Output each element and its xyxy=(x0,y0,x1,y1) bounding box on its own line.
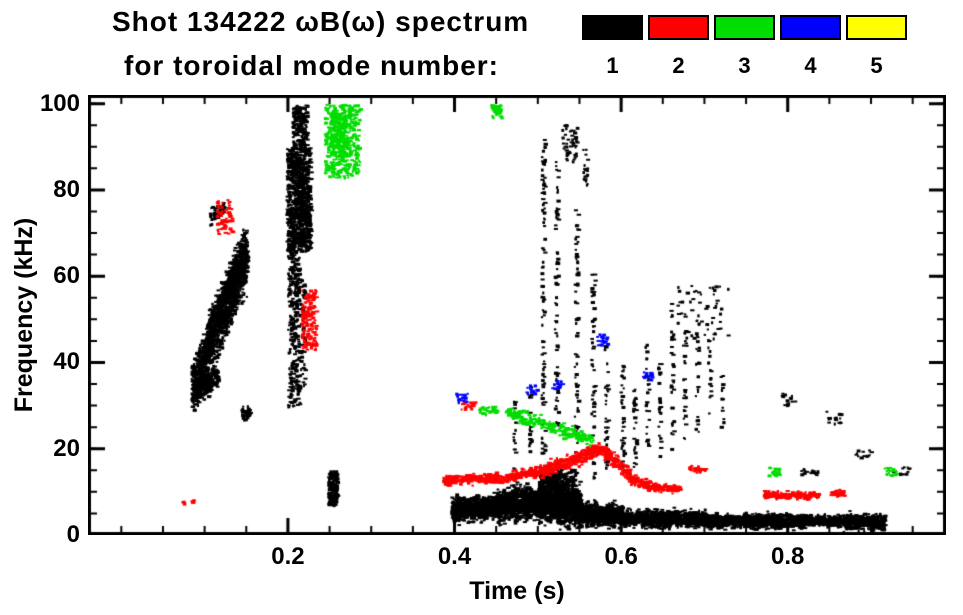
y-tick-label: 0 xyxy=(66,521,80,548)
legend-label-mode-1: 1 xyxy=(606,53,619,78)
y-tick-label: 40 xyxy=(53,348,80,376)
x-tick-label: 0.6 xyxy=(604,543,638,570)
legend-swatch-mode-4 xyxy=(780,15,841,40)
y-tick-label: 80 xyxy=(53,175,80,203)
y-axis-label: Frequency (kHz) xyxy=(10,217,38,413)
chart-title: Shot 134222 ωB(ω) spectrum xyxy=(112,6,530,37)
chart-subtitle: for toroidal mode number: xyxy=(124,50,499,81)
legend-label-mode-5: 5 xyxy=(870,53,883,78)
y-tick-label: 20 xyxy=(53,434,80,462)
legend-swatch-mode-5 xyxy=(846,15,907,40)
spectrum-plot-canvas xyxy=(88,95,946,535)
legend-label-mode-2: 2 xyxy=(672,53,685,78)
legend-swatch-mode-1 xyxy=(582,15,643,40)
legend-label-mode-4: 4 xyxy=(804,53,817,78)
x-axis-label: Time (s) xyxy=(469,577,565,605)
legend-swatch-mode-2 xyxy=(648,15,709,40)
x-tick-label: 0.4 xyxy=(437,543,472,570)
legend-swatch-mode-3 xyxy=(714,15,775,40)
x-tick-label: 0.2 xyxy=(271,543,305,570)
y-tick-label: 100 xyxy=(39,89,80,117)
legend-label-mode-3: 3 xyxy=(738,53,751,78)
x-tick-label: 0.8 xyxy=(771,543,805,570)
y-tick-label: 60 xyxy=(53,262,80,290)
